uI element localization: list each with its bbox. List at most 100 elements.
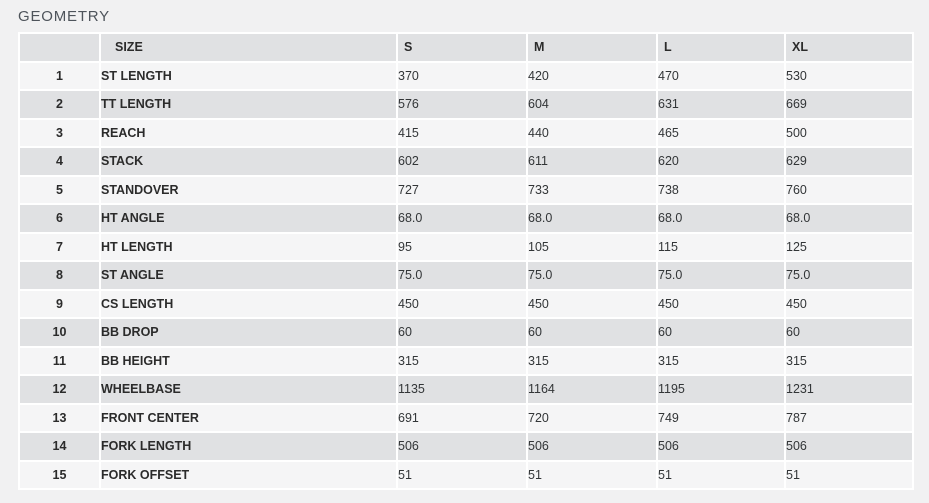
- value-cell-xl: 530: [786, 62, 912, 89]
- table-row: 9 CS LENGTH 450 450 450 450: [20, 290, 912, 317]
- value-cell-s: 370: [398, 62, 526, 89]
- row-label-cell: REACH: [101, 119, 396, 146]
- value-cell-xl: 60: [786, 319, 912, 346]
- row-number-cell: 8: [20, 262, 99, 289]
- value-cell-m: 720: [528, 404, 656, 431]
- value-cell-l: 75.0: [658, 262, 784, 289]
- value-cell-l: 115: [658, 233, 784, 260]
- value-cell-m: 440: [528, 119, 656, 146]
- row-number-cell: 5: [20, 176, 99, 203]
- value-cell-l: 506: [658, 433, 784, 460]
- row-number-cell: 11: [20, 347, 99, 374]
- value-cell-s: 95: [398, 233, 526, 260]
- value-cell-s: 727: [398, 176, 526, 203]
- table-row: 1 ST LENGTH 370 420 470 530: [20, 62, 912, 89]
- value-cell-xl: 629: [786, 148, 912, 175]
- value-cell-s: 506: [398, 433, 526, 460]
- table-row: 11 BB HEIGHT 315 315 315 315: [20, 347, 912, 374]
- value-cell-xl: 669: [786, 91, 912, 118]
- column-header-l: L: [658, 34, 784, 61]
- row-label-cell: HT LENGTH: [101, 233, 396, 260]
- row-label-cell: WHEELBASE: [101, 376, 396, 403]
- value-cell-l: 470: [658, 62, 784, 89]
- value-cell-m: 315: [528, 347, 656, 374]
- value-cell-xl: 500: [786, 119, 912, 146]
- value-cell-m: 75.0: [528, 262, 656, 289]
- value-cell-s: 450: [398, 290, 526, 317]
- geometry-page: GEOMETRY SIZE S M L XL 1 ST LENGTH 370 420 4…: [18, 8, 914, 490]
- value-cell-xl: 68.0: [786, 205, 912, 232]
- value-cell-xl: 125: [786, 233, 912, 260]
- value-cell-s: 576: [398, 91, 526, 118]
- page-title: GEOMETRY: [18, 8, 110, 25]
- value-cell-xl: 787: [786, 404, 912, 431]
- header-row: SIZE S M L XL: [20, 34, 912, 61]
- table-row: 13 FRONT CENTER 691 720 749 787: [20, 404, 912, 431]
- value-cell-l: 465: [658, 119, 784, 146]
- value-cell-l: 68.0: [658, 205, 784, 232]
- value-cell-l: 1195: [658, 376, 784, 403]
- row-label-cell: BB DROP: [101, 319, 396, 346]
- value-cell-xl: 1231: [786, 376, 912, 403]
- table-row: 15 FORK OFFSET 51 51 51 51: [20, 461, 912, 488]
- value-cell-l: 60: [658, 319, 784, 346]
- value-cell-s: 51: [398, 461, 526, 488]
- row-label-cell: STACK: [101, 148, 396, 175]
- row-number-cell: 7: [20, 233, 99, 260]
- row-label-cell: FORK LENGTH: [101, 433, 396, 460]
- row-number-cell: 1: [20, 62, 99, 89]
- row-number-cell: 4: [20, 148, 99, 175]
- table-row: 3 REACH 415 440 465 500: [20, 119, 912, 146]
- table-row: 4 STACK 602 611 620 629: [20, 148, 912, 175]
- value-cell-m: 506: [528, 433, 656, 460]
- column-header-index: [20, 34, 99, 61]
- row-number-cell: 10: [20, 319, 99, 346]
- row-label-cell: FORK OFFSET: [101, 461, 396, 488]
- row-number-cell: 13: [20, 404, 99, 431]
- value-cell-xl: 760: [786, 176, 912, 203]
- value-cell-s: 1135: [398, 376, 526, 403]
- value-cell-l: 738: [658, 176, 784, 203]
- row-label-cell: TT LENGTH: [101, 91, 396, 118]
- row-number-cell: 6: [20, 205, 99, 232]
- value-cell-l: 631: [658, 91, 784, 118]
- table-row: 2 TT LENGTH 576 604 631 669: [20, 91, 912, 118]
- value-cell-s: 691: [398, 404, 526, 431]
- table-row: 8 ST ANGLE 75.0 75.0 75.0 75.0: [20, 262, 912, 289]
- geometry-table: SIZE S M L XL 1 ST LENGTH 370 420 470 530 2 TT …: [18, 32, 914, 490]
- value-cell-xl: 450: [786, 290, 912, 317]
- column-header-s: S: [398, 34, 526, 61]
- geometry-table-body: 1 ST LENGTH 370 420 470 530 2 TT LENGTH 576 604 63…: [20, 62, 912, 488]
- value-cell-l: 51: [658, 461, 784, 488]
- value-cell-s: 315: [398, 347, 526, 374]
- table-row: 5 STANDOVER 727 733 738 760: [20, 176, 912, 203]
- value-cell-s: 415: [398, 119, 526, 146]
- row-number-cell: 12: [20, 376, 99, 403]
- row-number-cell: 2: [20, 91, 99, 118]
- value-cell-l: 315: [658, 347, 784, 374]
- value-cell-m: 450: [528, 290, 656, 317]
- value-cell-xl: 506: [786, 433, 912, 460]
- row-label-cell: STANDOVER: [101, 176, 396, 203]
- row-number-cell: 15: [20, 461, 99, 488]
- value-cell-m: 1164: [528, 376, 656, 403]
- value-cell-m: 420: [528, 62, 656, 89]
- column-header-m: M: [528, 34, 656, 61]
- value-cell-l: 450: [658, 290, 784, 317]
- table-row: 10 BB DROP 60 60 60 60: [20, 319, 912, 346]
- column-header-size: SIZE: [101, 34, 396, 61]
- value-cell-m: 733: [528, 176, 656, 203]
- value-cell-m: 611: [528, 148, 656, 175]
- row-number-cell: 14: [20, 433, 99, 460]
- value-cell-l: 749: [658, 404, 784, 431]
- column-header-xl: XL: [786, 34, 912, 61]
- row-label-cell: BB HEIGHT: [101, 347, 396, 374]
- table-row: 6 HT ANGLE 68.0 68.0 68.0 68.0: [20, 205, 912, 232]
- row-label-cell: ST LENGTH: [101, 62, 396, 89]
- table-row: 14 FORK LENGTH 506 506 506 506: [20, 433, 912, 460]
- table-row: 7 HT LENGTH 95 105 115 125: [20, 233, 912, 260]
- value-cell-m: 60: [528, 319, 656, 346]
- value-cell-s: 602: [398, 148, 526, 175]
- value-cell-s: 60: [398, 319, 526, 346]
- row-number-cell: 9: [20, 290, 99, 317]
